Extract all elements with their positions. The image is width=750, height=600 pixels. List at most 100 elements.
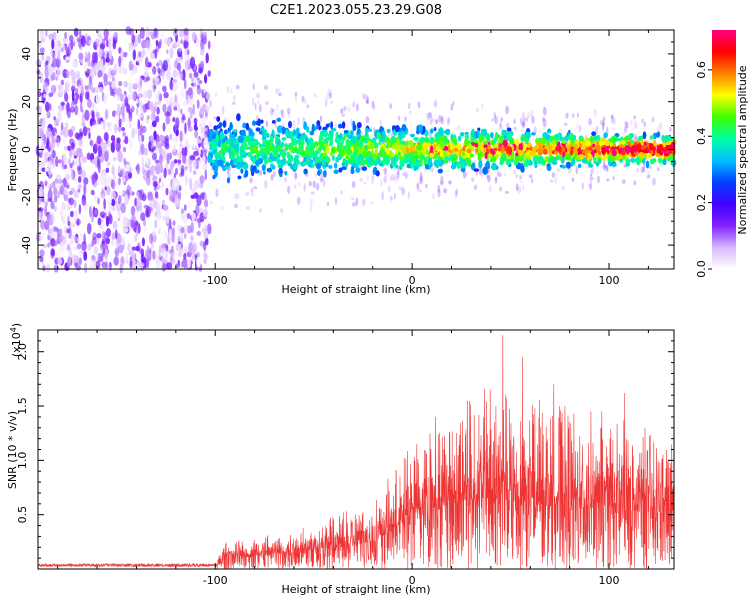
heatmap-cell-1408 bbox=[108, 214, 113, 225]
heatmap-cell-1111 bbox=[186, 213, 191, 219]
heatmap-cell-1392 bbox=[170, 169, 174, 175]
heatmap-cell-1864 bbox=[437, 184, 441, 194]
heatmap-cell-4404 bbox=[297, 139, 302, 145]
heatmap-cell-528 bbox=[117, 177, 121, 186]
heatmap-cell-1852 bbox=[542, 106, 547, 116]
heatmap-cell-1145 bbox=[151, 229, 157, 237]
heatmap-cell-958 bbox=[54, 42, 60, 54]
heatmap-cell-4072 bbox=[450, 164, 457, 170]
heatmap-cell-1032 bbox=[105, 237, 110, 245]
heatmap-cell-1047 bbox=[61, 244, 66, 253]
heatmap-cell-4409 bbox=[529, 151, 535, 157]
heatmap-cell-4550 bbox=[598, 158, 602, 165]
heatmap-cell-4584 bbox=[267, 158, 272, 163]
heatmap-cell-4041 bbox=[486, 144, 492, 150]
heatmap-cell-4287 bbox=[482, 166, 488, 175]
heatmap-cell-523 bbox=[67, 145, 72, 151]
heatmap-cell-795 bbox=[205, 52, 209, 64]
heatmap-cell-3984 bbox=[296, 127, 300, 133]
heatmap-cell-294 bbox=[85, 91, 89, 100]
heatmap-cell-1289 bbox=[45, 101, 50, 112]
heatmap-cell-995 bbox=[38, 211, 42, 218]
heatmap-cell-1905 bbox=[602, 159, 606, 166]
heatmap-cell-1353 bbox=[78, 84, 81, 94]
heatmap-cell-4184 bbox=[279, 173, 283, 178]
heatmap-cell-1784 bbox=[365, 100, 369, 104]
heatmap-cell-4598 bbox=[585, 151, 588, 160]
heatmap-cell-1190 bbox=[56, 209, 61, 214]
heatmap-cell-1830 bbox=[226, 169, 230, 175]
heatmap-cell-1271 bbox=[189, 72, 193, 79]
heatmap-cell-1524 bbox=[515, 174, 518, 178]
heatmap-cell-696 bbox=[207, 40, 211, 50]
heatmap-cell-3803 bbox=[315, 162, 322, 170]
heatmap-cell-4434 bbox=[339, 133, 343, 139]
heatmap-cell-4438 bbox=[319, 153, 323, 162]
heatmap-cell-893 bbox=[183, 224, 188, 235]
heatmap-cell-1612 bbox=[234, 192, 238, 200]
heatmap-cell-1426 bbox=[103, 28, 109, 38]
heatmap-cell-211 bbox=[106, 161, 111, 166]
heatmap-cell-1759 bbox=[601, 121, 605, 131]
heatmap-cell-940 bbox=[137, 93, 143, 98]
spectrogram-y-tick-label: 40 bbox=[20, 47, 33, 61]
heatmap-cell-4187 bbox=[340, 149, 345, 157]
heatmap-cell-1988 bbox=[408, 110, 412, 115]
heatmap-cell-684 bbox=[153, 130, 157, 141]
heatmap-cell-4492 bbox=[506, 131, 512, 141]
heatmap-cell-4085 bbox=[224, 129, 228, 135]
heatmap-cell-823 bbox=[149, 233, 153, 245]
heatmap-cell-3996 bbox=[413, 137, 419, 141]
heatmap-cell-953 bbox=[183, 41, 189, 49]
heatmap-cell-4439 bbox=[282, 152, 286, 157]
heatmap-cell-1691 bbox=[430, 168, 434, 173]
heatmap-cell-549 bbox=[152, 152, 157, 161]
heatmap-cell-1514 bbox=[341, 113, 346, 118]
heatmap-cell-712 bbox=[53, 116, 56, 121]
heatmap-cell-4594 bbox=[222, 147, 228, 152]
heatmap-cell-1594 bbox=[651, 177, 656, 186]
heatmap-cell-1510 bbox=[433, 99, 438, 108]
heatmap-cell-860 bbox=[123, 157, 126, 165]
snr-x-tick-label: -100 bbox=[203, 574, 228, 587]
colorbar-tick-label: 0.2 bbox=[695, 194, 708, 212]
heatmap-cell-1599 bbox=[565, 112, 569, 119]
heatmap-cell-3845 bbox=[341, 136, 346, 141]
heatmap-cell-524 bbox=[62, 36, 68, 44]
heatmap-cell-227 bbox=[206, 223, 212, 235]
heatmap-cell-1366 bbox=[41, 161, 46, 166]
heatmap-cell-1233 bbox=[76, 70, 80, 80]
heatmap-cell-650 bbox=[155, 214, 159, 224]
heatmap-cell-1053 bbox=[95, 111, 100, 119]
heatmap-cell-1797 bbox=[347, 106, 351, 113]
heatmap-cell-3505 bbox=[424, 136, 430, 143]
spectrogram-heatmap bbox=[35, 26, 677, 274]
heatmap-cell-1653 bbox=[264, 85, 268, 90]
heatmap-cell-412 bbox=[102, 119, 106, 131]
heatmap-cell-326 bbox=[188, 94, 194, 106]
heatmap-cell-607 bbox=[72, 60, 78, 68]
heatmap-cell-1569 bbox=[633, 133, 637, 143]
heatmap-cell-1965 bbox=[407, 190, 410, 200]
heatmap-cell-4392 bbox=[225, 162, 231, 167]
heatmap-cell-4595 bbox=[466, 148, 472, 154]
heatmap-cell-984 bbox=[121, 127, 126, 132]
heatmap-cell-3975 bbox=[645, 160, 650, 169]
heatmap-cell-4167 bbox=[593, 160, 597, 164]
heatmap-cell-4065 bbox=[297, 135, 301, 140]
heatmap-cell-3312 bbox=[333, 162, 338, 169]
heatmap-cell-1301 bbox=[198, 79, 203, 85]
heatmap-cell-1591 bbox=[433, 102, 437, 107]
heatmap-cell-3818 bbox=[271, 129, 275, 136]
heatmap-cell-1512 bbox=[271, 108, 275, 113]
heatmap-cell-605 bbox=[117, 95, 121, 101]
heatmap-cell-551 bbox=[126, 104, 131, 113]
heatmap-cell-3944 bbox=[544, 134, 551, 140]
heatmap-cell-3128 bbox=[565, 161, 572, 169]
heatmap-cell-4555 bbox=[307, 143, 312, 150]
heatmap-cell-1279 bbox=[71, 70, 75, 78]
heatmap-cell-4472 bbox=[506, 127, 512, 132]
heatmap-cell-1084 bbox=[165, 137, 169, 143]
heatmap-cell-1292 bbox=[168, 96, 174, 103]
heatmap-cell-1179 bbox=[83, 251, 88, 261]
